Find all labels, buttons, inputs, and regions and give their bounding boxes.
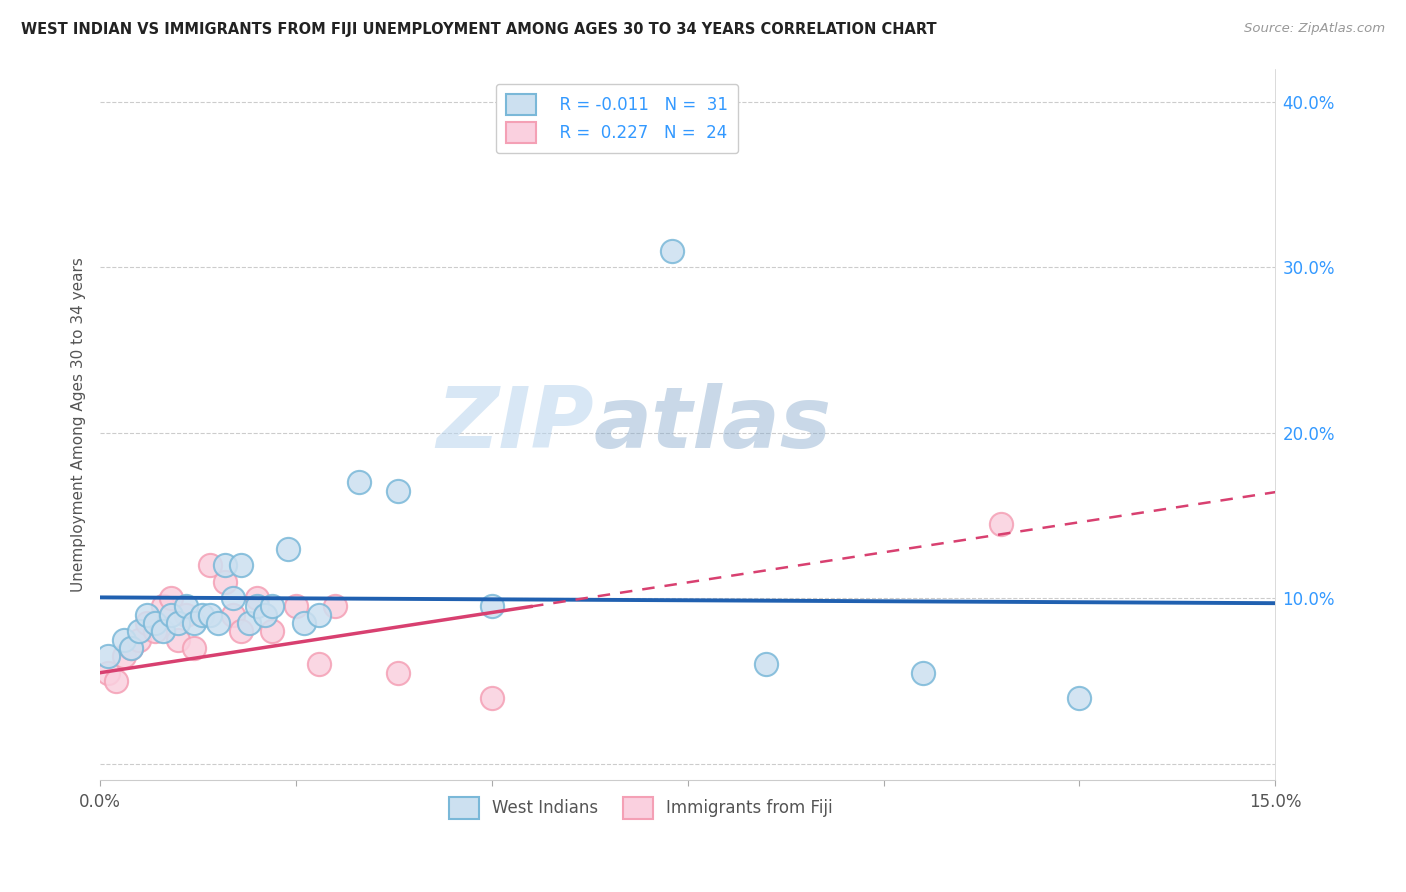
Legend: West Indians, Immigrants from Fiji: West Indians, Immigrants from Fiji xyxy=(441,790,839,825)
Point xyxy=(152,599,174,614)
Point xyxy=(143,615,166,630)
Point xyxy=(481,599,503,614)
Text: ZIP: ZIP xyxy=(436,383,593,466)
Point xyxy=(1069,690,1091,705)
Point xyxy=(755,657,778,672)
Point xyxy=(481,690,503,705)
Point xyxy=(347,475,370,490)
Point xyxy=(207,615,229,630)
Point xyxy=(308,607,330,622)
Point xyxy=(191,607,214,622)
Text: atlas: atlas xyxy=(593,383,832,466)
Point xyxy=(262,624,284,639)
Point xyxy=(183,615,205,630)
Point xyxy=(292,615,315,630)
Point xyxy=(253,607,276,622)
Point xyxy=(308,657,330,672)
Point xyxy=(198,607,221,622)
Point xyxy=(136,607,159,622)
Point xyxy=(159,607,181,622)
Point xyxy=(136,615,159,630)
Point xyxy=(285,599,308,614)
Y-axis label: Unemployment Among Ages 30 to 34 years: Unemployment Among Ages 30 to 34 years xyxy=(72,257,86,592)
Point xyxy=(143,624,166,639)
Point xyxy=(246,591,269,606)
Point xyxy=(911,665,934,680)
Point xyxy=(121,640,143,655)
Text: WEST INDIAN VS IMMIGRANTS FROM FIJI UNEMPLOYMENT AMONG AGES 30 TO 34 YEARS CORRE: WEST INDIAN VS IMMIGRANTS FROM FIJI UNEM… xyxy=(21,22,936,37)
Point xyxy=(387,665,409,680)
Point xyxy=(159,591,181,606)
Point xyxy=(222,591,245,606)
Point xyxy=(222,607,245,622)
Point xyxy=(661,244,683,258)
Point xyxy=(167,615,190,630)
Point xyxy=(167,632,190,647)
Point xyxy=(262,599,284,614)
Text: Source: ZipAtlas.com: Source: ZipAtlas.com xyxy=(1244,22,1385,36)
Point xyxy=(214,558,236,573)
Point xyxy=(112,649,135,664)
Point xyxy=(128,632,150,647)
Point xyxy=(183,640,205,655)
Point xyxy=(990,516,1012,531)
Point xyxy=(246,599,269,614)
Point xyxy=(104,673,127,688)
Point xyxy=(112,632,135,647)
Point xyxy=(176,607,198,622)
Point xyxy=(231,624,253,639)
Point xyxy=(97,665,120,680)
Point xyxy=(277,541,299,556)
Point xyxy=(176,599,198,614)
Point xyxy=(323,599,346,614)
Point xyxy=(128,624,150,639)
Point xyxy=(231,558,253,573)
Point xyxy=(198,558,221,573)
Point xyxy=(152,624,174,639)
Point xyxy=(238,615,260,630)
Point xyxy=(214,574,236,589)
Point xyxy=(121,640,143,655)
Point xyxy=(97,649,120,664)
Point xyxy=(387,483,409,498)
